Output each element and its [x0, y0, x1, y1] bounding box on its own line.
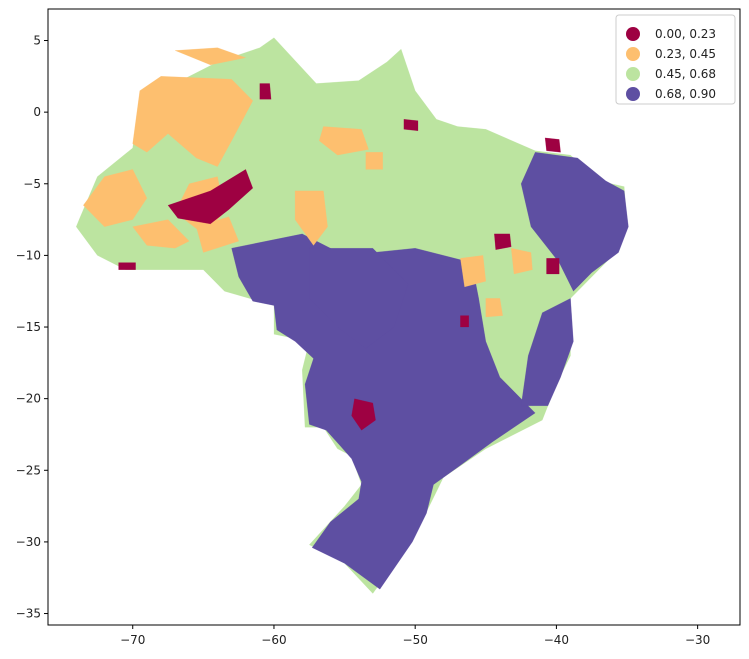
region-orange-small-1 [460, 255, 487, 288]
region-ne-red-5 [460, 315, 469, 328]
region-orange-ring [318, 126, 369, 156]
region-top-orange-strip [175, 47, 247, 66]
region-southwest-red [118, 262, 136, 270]
x-tick-label: −40 [544, 633, 569, 647]
region-west-orange-1 [83, 169, 148, 227]
legend-label: 0.45, 0.68 [655, 67, 716, 81]
legend-marker [626, 87, 640, 101]
x-tick-label: −30 [685, 633, 710, 647]
y-tick-label: −20 [16, 392, 41, 406]
region-ne-red-1 [403, 119, 419, 132]
region-northeast-purple [520, 152, 629, 292]
region-south-red [351, 398, 376, 431]
region-ne-red-3 [546, 258, 560, 275]
region-northwest-orange [132, 76, 254, 167]
map-regions [75, 37, 629, 594]
region-west-orange-2 [132, 219, 190, 249]
region-mid-orange [294, 190, 328, 246]
region-orange-small-3 [365, 152, 383, 170]
legend-marker [626, 67, 640, 81]
legend-frame [615, 14, 736, 105]
legend-label: 0.23, 0.45 [655, 47, 716, 61]
legend-marker [626, 27, 640, 41]
region-southwest-orange [196, 216, 239, 253]
legend-marker [626, 47, 640, 61]
y-tick-label: −30 [16, 535, 41, 549]
axes-frame [47, 8, 741, 626]
y-tick-label: −10 [16, 248, 41, 262]
region-central-west-purple [309, 247, 409, 349]
y-tick-label: 5 [33, 34, 41, 48]
region-ne-red-2 [494, 233, 512, 250]
legend-label: 0.00, 0.23 [655, 27, 716, 41]
x-tick-label: −50 [403, 633, 428, 647]
y-tick-label: −5 [23, 177, 41, 191]
region-north-red [259, 83, 272, 100]
y-tick-label: −25 [16, 463, 41, 477]
x-tick-label: −70 [120, 633, 145, 647]
region-ne-red-4 [544, 137, 561, 153]
y-tick-label: 0 [33, 105, 41, 119]
region-center-purple [231, 233, 536, 590]
region-orange-small-4 [485, 298, 503, 318]
region-central-red [167, 169, 254, 225]
y-tick-label: −15 [16, 320, 41, 334]
legend-label: 0.68, 0.90 [655, 87, 716, 101]
legend: 0.00, 0.23 0.23, 0.45 0.45, 0.68 0.68, 0.90 [615, 14, 736, 105]
y-tick-label: −35 [16, 607, 41, 621]
y-axis: 5 0 −5 −10 −15 −20 −25 −30 −35 [16, 34, 48, 621]
region-orange-small-2 [510, 247, 533, 275]
x-axis: −70 −60 −50 −40 −30 [120, 625, 710, 647]
x-tick-label: −60 [261, 633, 286, 647]
region-east-coast-purple [520, 298, 574, 406]
